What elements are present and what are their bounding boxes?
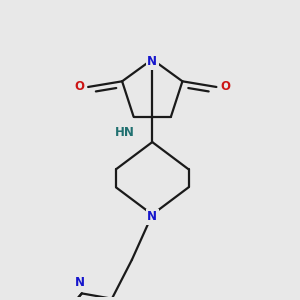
Text: N: N: [147, 55, 157, 68]
Text: O: O: [220, 80, 230, 94]
Text: HN: HN: [115, 126, 134, 139]
Text: N: N: [147, 210, 157, 223]
Text: N: N: [74, 276, 85, 289]
Text: O: O: [74, 80, 84, 94]
